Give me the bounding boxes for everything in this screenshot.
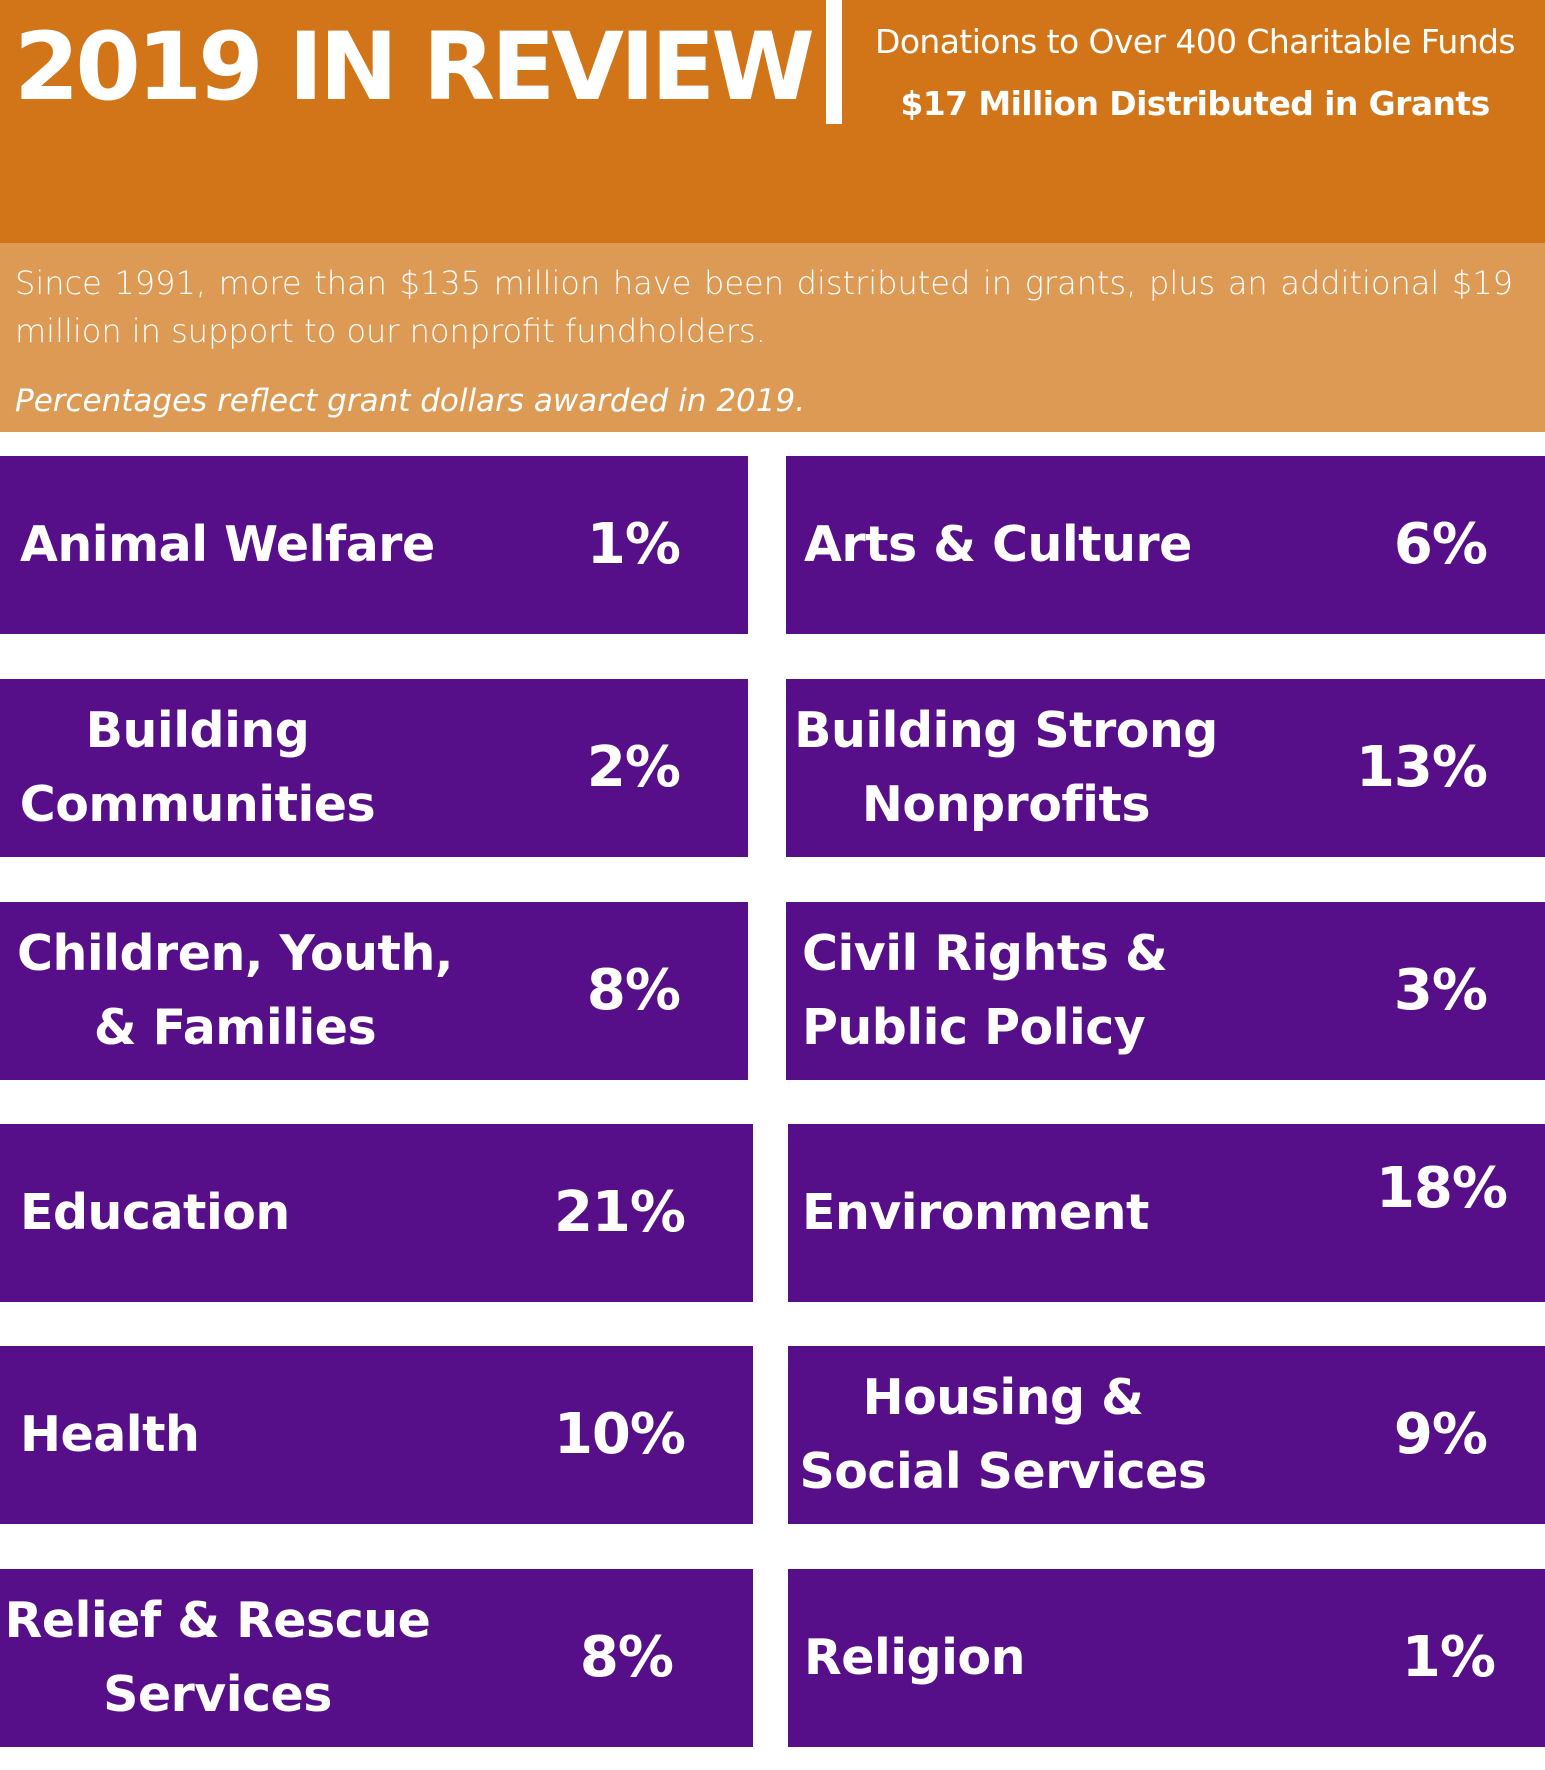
- category-percent: 8%: [579, 1625, 674, 1690]
- category-tile-animal-welfare: Animal Welfare 1%: [0, 456, 748, 634]
- page-title: 2019 IN REVIEW: [14, 13, 815, 122]
- category-tile-education: Education 21%: [0, 1124, 753, 1302]
- intro-text: Since 1991, more than $135 million have …: [15, 264, 1513, 350]
- category-label: Children, Youth, & Families: [17, 925, 453, 1056]
- title-divider: [826, 0, 842, 124]
- category-tile-religion: Religion 1%: [788, 1569, 1545, 1747]
- category-tile-building-communities: Building Communities 2%: [0, 679, 748, 857]
- category-percent: 18%: [1375, 1156, 1508, 1221]
- category-tile-civil-rights-public-policy: Civil Rights & Public Policy 3%: [786, 902, 1545, 1080]
- category-label: Environment: [802, 1184, 1149, 1241]
- category-label: Animal Welfare: [20, 516, 435, 573]
- category-label: Education: [20, 1184, 290, 1241]
- category-tile-housing-social-services: Housing & Social Services 9%: [788, 1346, 1545, 1524]
- category-tile-environment: Environment 18%: [788, 1124, 1545, 1302]
- category-percent: 2%: [586, 735, 681, 800]
- category-percent: 8%: [586, 958, 681, 1023]
- category-tile-relief-rescue-services: Relief & Rescue Services 8%: [0, 1569, 753, 1747]
- category-label: Relief & Rescue Services: [4, 1592, 431, 1723]
- category-percent: 9%: [1393, 1402, 1488, 1467]
- subtitle-donations: Donations to Over 400 Charitable Funds: [875, 22, 1516, 61]
- category-label: Housing & Social Services: [799, 1369, 1207, 1500]
- category-label: Religion: [804, 1629, 1025, 1686]
- category-percent: 21%: [553, 1180, 686, 1245]
- intro-panel: Since 1991, more than $135 million have …: [0, 243, 1545, 432]
- category-percent: 13%: [1355, 735, 1488, 800]
- category-percent: 10%: [553, 1402, 686, 1467]
- category-tile-health: Health 10%: [0, 1346, 753, 1524]
- subtitle-grants: $17 Million Distributed in Grants: [900, 84, 1490, 123]
- category-tile-children-youth-families: Children, Youth, & Families 8%: [0, 902, 748, 1080]
- intro-note: Percentages reflect grant dollars awarde…: [15, 383, 806, 419]
- category-label: Health: [20, 1406, 200, 1463]
- category-percent: 1%: [1401, 1625, 1496, 1690]
- category-tile-building-strong-nonprofits: Building Strong Nonprofits 13%: [786, 679, 1545, 857]
- category-percent: 3%: [1393, 958, 1488, 1023]
- category-label: Civil Rights & Public Policy: [802, 925, 1168, 1056]
- category-label: Building Strong Nonprofits: [794, 702, 1218, 833]
- category-percent: 6%: [1393, 512, 1488, 577]
- category-percent: 1%: [586, 512, 681, 577]
- category-tile-arts-culture: Arts & Culture 6%: [786, 456, 1545, 634]
- category-label: Arts & Culture: [804, 516, 1192, 573]
- header-banner: 2019 IN REVIEW Donations to Over 400 Cha…: [0, 0, 1545, 243]
- category-label: Building Communities: [19, 702, 376, 833]
